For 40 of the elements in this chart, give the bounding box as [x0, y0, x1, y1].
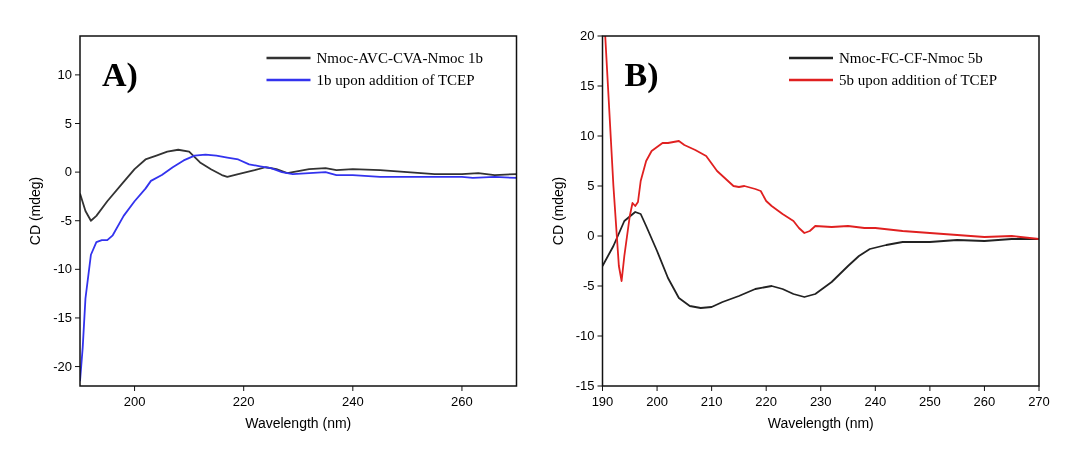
line-series — [604, 36, 1039, 282]
x-tick-label: 240 — [864, 394, 887, 409]
y-tick-label: 0 — [587, 228, 595, 243]
x-tick-label: 200 — [646, 394, 668, 409]
x-tick-label: 250 — [919, 394, 941, 409]
x-tick-label: 230 — [809, 394, 832, 409]
y-tick-label: -15 — [53, 309, 72, 325]
x-tick-label: 240 — [341, 394, 364, 409]
y-axis-title: CD (mdeg) — [549, 176, 566, 246]
x-tick-label: 260 — [973, 394, 996, 409]
legend-label: Nmoc-FC-CF-Nmoc 5b — [839, 50, 983, 66]
annotation: A) — [102, 56, 138, 94]
x-tick-label: 200 — [123, 394, 146, 409]
x-tick-label: 220 — [755, 394, 778, 409]
y-tick-label: 5 — [64, 115, 72, 131]
legend-label: Nmoc-AVC-CVA-Nmoc 1b — [316, 50, 484, 66]
y-tick-label: 0 — [64, 164, 72, 180]
x-axis-title: Wavelength (nm) — [767, 415, 874, 431]
y-tick-label: -5 — [60, 212, 72, 228]
y-tick-label: 5 — [587, 178, 595, 193]
legend-label: 5b upon addition of TCEP — [839, 72, 998, 88]
x-tick-label: 220 — [232, 394, 255, 409]
y-tick-label: -15 — [575, 378, 595, 393]
y-tick-label: -10 — [53, 261, 72, 277]
y-tick-label: 10 — [580, 128, 595, 143]
y-tick-label: 20 — [580, 28, 595, 43]
y-tick-label: 10 — [57, 66, 72, 82]
line-series — [80, 148, 517, 222]
x-tick-label: 260 — [451, 394, 473, 409]
y-tick-label: -20 — [53, 358, 72, 374]
y-tick-label: -10 — [575, 328, 595, 343]
x-tick-label: 210 — [700, 394, 723, 409]
x-tick-label: 270 — [1028, 394, 1050, 409]
y-tick-label: -5 — [582, 278, 595, 293]
x-tick-label: 190 — [591, 394, 614, 409]
y-axis-title: CD (mdeg) — [27, 176, 43, 246]
legend-label: 1b upon addition of TCEP — [316, 72, 475, 88]
y-tick-label: 15 — [580, 78, 595, 93]
x-axis-title: Wavelength (nm) — [245, 415, 352, 431]
annotation: B) — [624, 56, 659, 94]
